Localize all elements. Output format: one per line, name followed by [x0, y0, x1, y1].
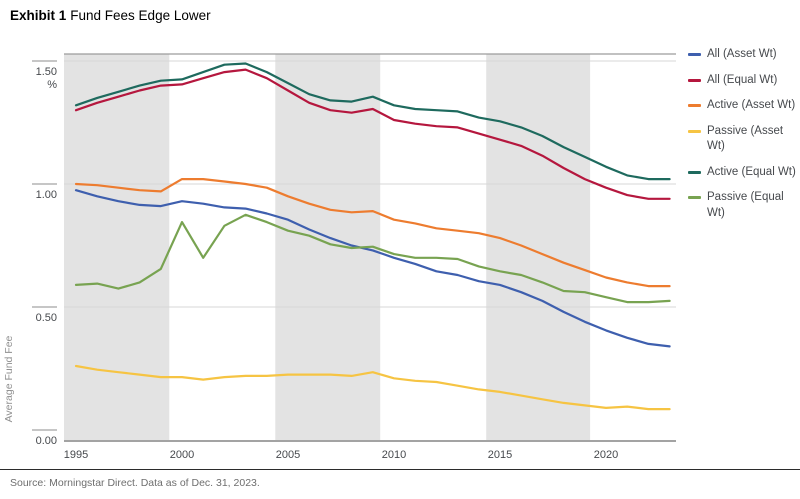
legend-swatch — [688, 78, 701, 82]
chart-line-active-equal-wt — [74, 62, 671, 181]
legend-label: All (Equal Wt) — [707, 73, 778, 86]
legend-label: Passive (Asset Wt) — [707, 124, 784, 153]
fee-trend-chart: 0.00 0.50 1.00 1.50% 1995 2000 2005 2010 2015 202… — [3, 53, 676, 461]
chart-title: Exhibit 1 Fund Fees Edge Lower — [10, 8, 211, 23]
y-axis-title: Average Fund Fee — [3, 335, 15, 422]
source-note: Source: Morningstar Direct. Data as of D… — [10, 477, 260, 489]
chart-title-text: Fund Fees Edge Lower — [70, 8, 211, 23]
x-tick-label: 2010 — [382, 449, 406, 461]
chart-legend: All (Asset Wt) All (Equal Wt) Active (Asse… — [688, 47, 796, 231]
legend-item-passive-asset-wt: Passive (Asset Wt) — [688, 124, 796, 155]
legend-item-all-asset-wt: All (Asset Wt) — [688, 47, 796, 63]
background-band-2 — [486, 54, 591, 441]
x-tick-label: 2015 — [488, 449, 512, 461]
legend-label: Passive (Equal Wt) — [707, 191, 784, 219]
legend-label: Active (Equal Wt) — [707, 165, 796, 178]
legend-item-passive-equal-wt: Passive (Equal Wt) — [688, 190, 796, 221]
chart-line-all-asset-wt — [74, 189, 671, 348]
chart-line-passive-equal-wt — [74, 213, 671, 304]
y-tick-label: 1.00 — [36, 189, 57, 201]
legend-swatch — [688, 170, 701, 174]
x-tick-label: 2020 — [594, 449, 618, 461]
legend-item-active-equal-wt: Active (Equal Wt) — [688, 165, 796, 181]
footer-divider — [0, 469, 800, 470]
y-tick-label: 0.50 — [36, 312, 57, 324]
legend-label: Active (Asset Wt) — [707, 99, 796, 111]
y-tick-label: 1.50 — [36, 66, 57, 78]
chart-line-passive-asset-wt — [74, 364, 671, 411]
x-tick-label: 2000 — [170, 449, 194, 461]
y-unit-label: % — [47, 79, 57, 91]
y-tick-label: 0.00 — [36, 435, 57, 447]
chart-line-all-equal-wt — [74, 68, 671, 200]
legend-swatch — [688, 53, 701, 56]
legend-swatch — [688, 104, 701, 107]
legend-label: All (Asset Wt) — [707, 48, 777, 60]
legend-item-active-asset-wt: Active (Asset Wt) — [688, 98, 796, 114]
x-tick-label: 1995 — [64, 449, 88, 461]
legend-item-all-equal-wt: All (Equal Wt) — [688, 73, 796, 89]
background-band-0 — [64, 54, 170, 441]
legend-swatch — [688, 196, 701, 199]
exhibit-label: Exhibit 1 — [10, 8, 67, 23]
legend-swatch — [688, 129, 701, 133]
chart-line-active-asset-wt — [74, 178, 671, 288]
x-tick-label: 2005 — [276, 449, 300, 461]
